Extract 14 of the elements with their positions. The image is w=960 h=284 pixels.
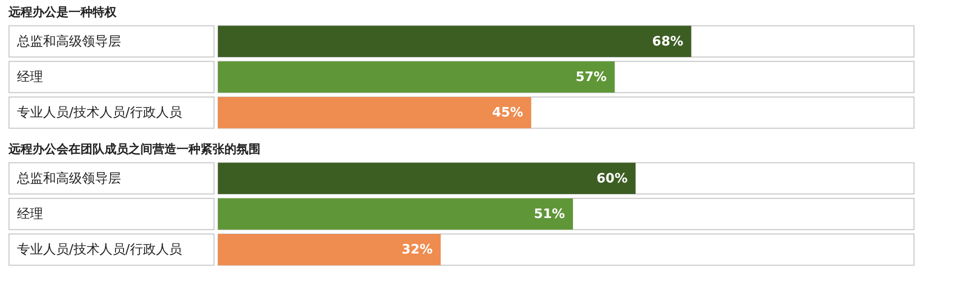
y-tick-label: 经理 xyxy=(17,70,43,85)
y-tick-label: 总监和高级领导层 xyxy=(16,170,121,186)
data-label: 45% xyxy=(492,106,524,121)
y-tick-label: 总监和高级领导层 xyxy=(16,33,121,50)
y-tick-label: 专业人员/技术人员/行政人员 xyxy=(17,106,182,121)
data-label: 68% xyxy=(652,34,684,50)
text: 远程办公是一种特权 xyxy=(8,5,118,19)
y-tick-label: 经理 xyxy=(17,207,43,222)
y-tick-label: 专业人员/技术人员/行政人员 xyxy=(17,242,182,258)
data-label: 60% xyxy=(596,171,628,186)
data-label: 32% xyxy=(402,242,433,258)
chart-title: 远程办公会在团队成员之间营造一种紧张的氛围 xyxy=(8,142,260,156)
data-label: 57% xyxy=(576,70,607,85)
data-label: 51% xyxy=(534,207,565,222)
